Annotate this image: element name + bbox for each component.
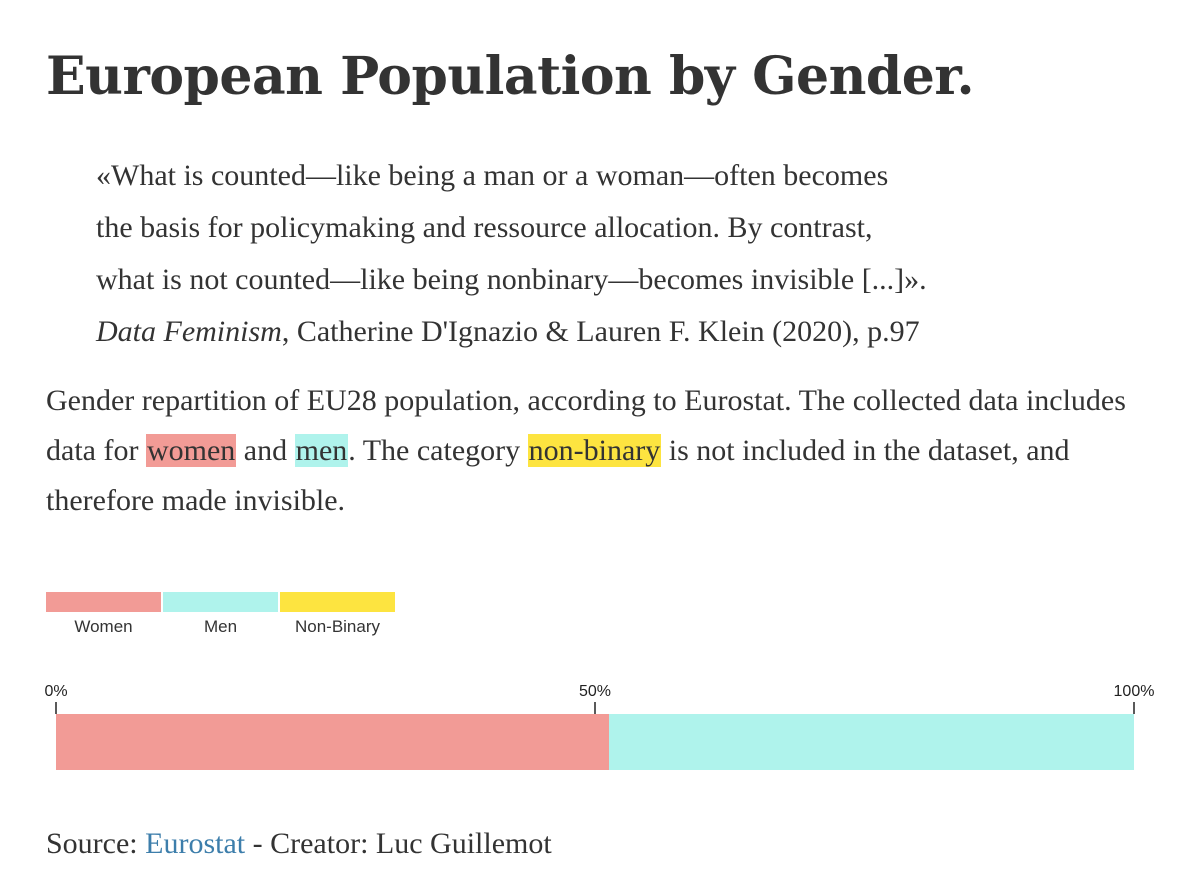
source-credit: Source: Eurostat - Creator: Luc Guillemo… <box>46 822 552 866</box>
legend-item-women: Women <box>46 592 161 637</box>
creator-credit: - Creator: Luc Guillemot <box>245 827 552 860</box>
legend-item-men: Men <box>163 592 278 637</box>
quote-line: what is not counted—like being nonbinary… <box>96 263 927 296</box>
legend-swatch <box>163 592 278 612</box>
eurostat-link[interactable]: Eurostat <box>145 827 246 860</box>
description-text: and <box>236 434 295 467</box>
description-text: . The category <box>348 434 528 467</box>
bar-segment-men <box>609 714 1134 770</box>
epigraph-quote: «What is counted—like being a man or a w… <box>96 150 1136 358</box>
legend-label: Men <box>203 617 238 636</box>
book-title: Data Feminism <box>96 315 282 348</box>
quote-line: «What is counted—like being a man or a w… <box>96 159 889 192</box>
tick-label: 50% <box>579 683 611 700</box>
highlight-women: women <box>145 434 237 467</box>
legend-swatch <box>46 592 161 612</box>
source-prefix: Source: <box>46 827 146 860</box>
description: Gender repartition of EU28 population, a… <box>46 376 1166 526</box>
legend-label: Non-Binary <box>294 617 381 636</box>
tick-label: 0% <box>44 683 67 700</box>
tick-label: 100% <box>1114 683 1155 700</box>
highlight-nonbinary: non-binary <box>527 434 662 467</box>
quote-line: the basis for policymaking and ressource… <box>96 211 873 244</box>
page-title: European Population by Gender. <box>46 46 975 107</box>
bar-segment-women <box>56 714 610 770</box>
highlight-men: men <box>294 434 349 467</box>
legend-swatch <box>280 592 395 612</box>
description-text: is not included in the dataset, and ther… <box>46 434 1070 517</box>
quote-citation: Data Feminism, Catherine D'Ignazio & Lau… <box>96 306 1136 358</box>
legend-item-nonbinary: Non-Binary <box>280 592 395 637</box>
legend-label: Women <box>74 617 133 636</box>
stacked-bar-chart: 0% 50% 100% <box>44 683 1155 770</box>
chart-legend: Women Men Non-Binary <box>46 592 395 637</box>
citation-text: , Catherine D'Ignazio & Lauren F. Klein … <box>281 315 920 348</box>
description-text: Gender repartition of EU28 population, a… <box>46 384 1126 467</box>
